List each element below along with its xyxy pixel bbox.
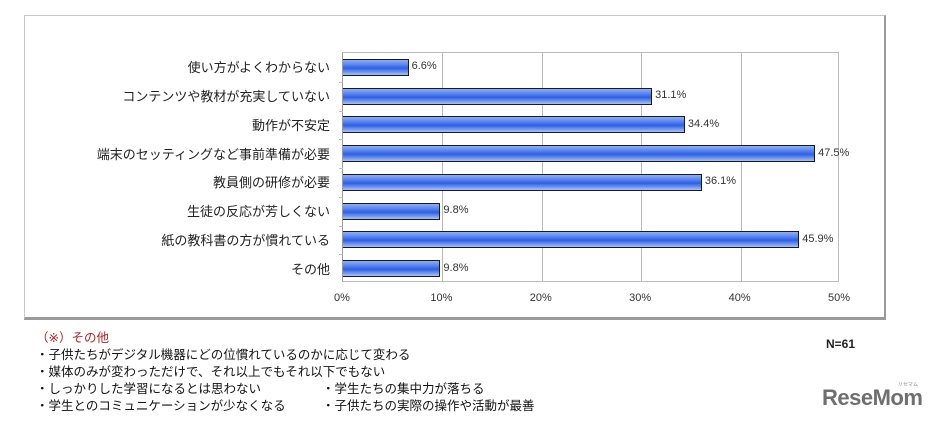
sample-size-label: N=61 xyxy=(826,337,856,351)
category-label: 生徒の反応が芳しくない xyxy=(186,205,330,221)
x-tick-label: 20% xyxy=(529,292,552,304)
x-tick-label: 40% xyxy=(728,292,751,304)
note-pair-row: ・学生とのコミュニケーションが少なくなる ・子供たちの実際の操作や活動が最善 xyxy=(36,397,535,414)
bar-value-label: 47.5% xyxy=(818,146,850,159)
category-label: 教員側の研修が必要 xyxy=(212,176,330,192)
bar xyxy=(343,87,653,105)
bar-value-label: 45.9% xyxy=(802,232,834,245)
bar-value-label: 31.1% xyxy=(655,89,687,102)
note-pair-row: ・しっかりした学習になるとは思わない ・学生たちの集中力が落ちる xyxy=(36,380,485,397)
note-line: ・子供たちがデジタル機器にどの位慣れているのかに応じて変わる xyxy=(36,347,411,362)
category-label: 紙の教科書の方が慣れている xyxy=(161,233,330,249)
bar xyxy=(343,145,816,163)
y-tick xyxy=(339,168,343,169)
category-label: 動作が不安定 xyxy=(251,118,330,134)
note-line: ・しっかりした学習になるとは思わない xyxy=(36,381,262,396)
y-tick xyxy=(339,254,343,256)
bar xyxy=(343,202,441,220)
note-line: ・子供たちの実際の操作や活動が最善 xyxy=(322,398,535,413)
gridline xyxy=(641,53,643,281)
note-line: ・媒体のみが変わっただけで、それ以上でもそれ以下でもない xyxy=(36,364,386,379)
bar-value-label: 9.8% xyxy=(443,204,469,217)
bar xyxy=(343,58,409,76)
note-line: ・学生たちの集中力が落ちる xyxy=(322,381,485,396)
y-tick xyxy=(339,81,343,83)
plot-area: 6.6% 31.1% 34.4% 47.5% 36.1% 9.8% 45.9% 9.8% xyxy=(339,52,849,282)
bar-value-label: 34.4% xyxy=(687,117,720,130)
x-tick-label: 10% xyxy=(430,292,453,304)
category-label: その他 xyxy=(290,262,330,278)
resemom-logo-sub: リセマム xyxy=(898,382,919,388)
gridline xyxy=(442,53,444,281)
bar xyxy=(343,231,800,249)
category-label: 端末のセッティングなど事前準備が必要 xyxy=(96,147,330,163)
x-tick-label: 0% xyxy=(334,292,350,304)
bar xyxy=(343,260,441,278)
y-tick xyxy=(339,139,343,141)
category-label: コンテンツや教材が充実していない xyxy=(122,90,330,106)
gridline xyxy=(541,53,543,281)
notes-title: （※）その他 xyxy=(36,330,109,345)
bar xyxy=(343,116,685,134)
y-tick xyxy=(339,225,343,227)
bar-value-label: 36.1% xyxy=(704,175,737,188)
resemom-logo: ReseMom xyxy=(822,385,923,410)
bar-value-label: 6.6% xyxy=(411,60,437,73)
note-line: ・学生とのコミュニケーションが少なくなる xyxy=(36,398,286,413)
notes-section: （※）その他 ・子供たちがデジタル機器にどの位慣れているのかに応じて変わる ・媒… xyxy=(36,329,535,414)
chart-frame xyxy=(24,15,886,320)
bar-value-label: 9.8% xyxy=(443,261,469,274)
gridline xyxy=(740,53,742,281)
category-label: 使い方がよくわからない xyxy=(187,61,330,77)
y-tick xyxy=(339,196,343,198)
x-tick-label: 30% xyxy=(629,292,652,304)
x-tick-label: 50% xyxy=(827,292,851,304)
bar xyxy=(343,173,702,191)
y-tick xyxy=(339,110,343,112)
